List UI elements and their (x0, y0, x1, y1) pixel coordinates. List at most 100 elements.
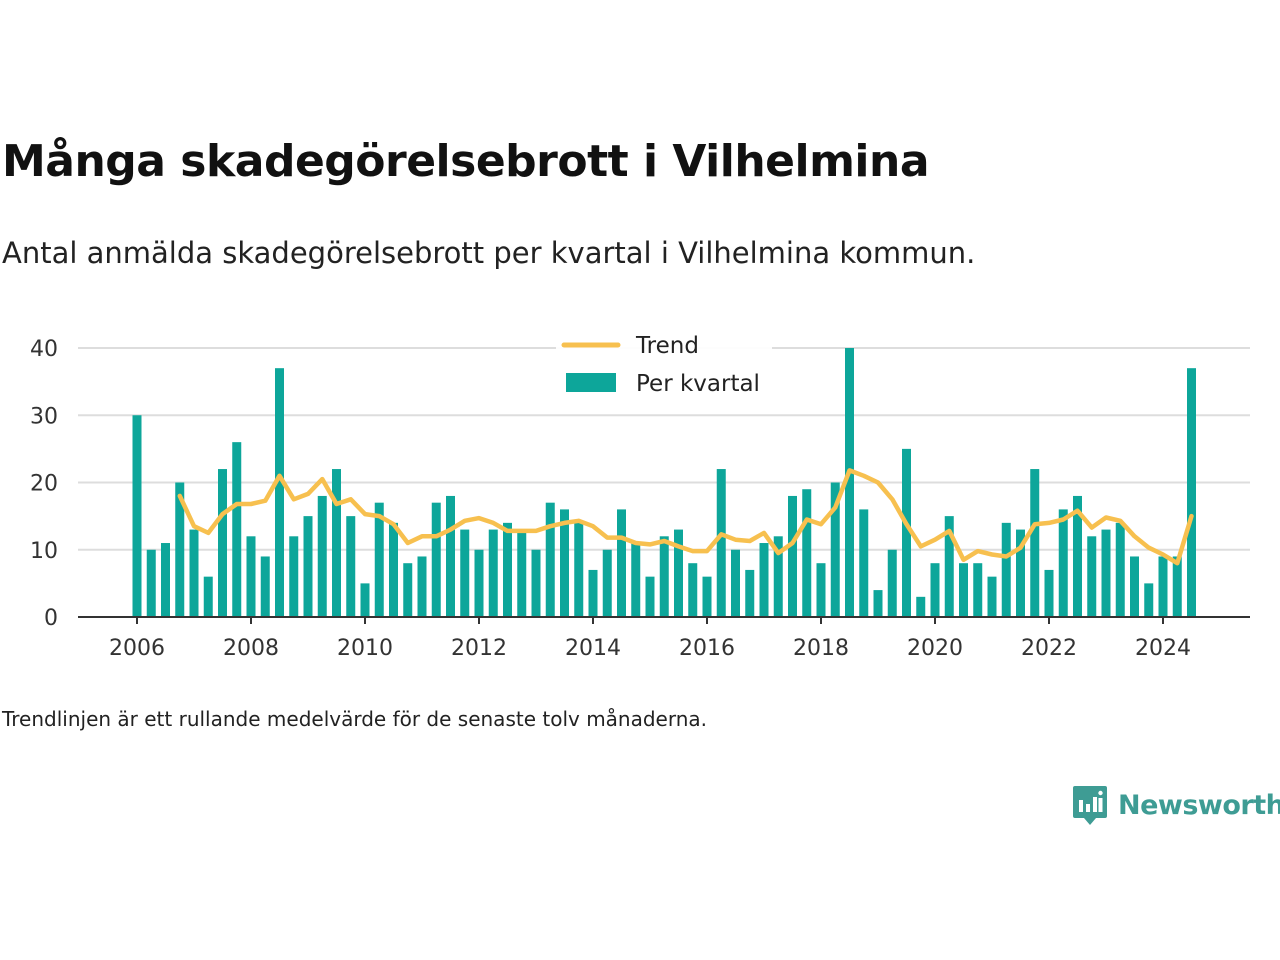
newsworthy-logo-icon (1073, 786, 1107, 825)
bar (474, 549, 484, 617)
bar (146, 549, 156, 617)
bar (246, 536, 256, 617)
brand: Newsworthy (1072, 784, 1280, 826)
bar-series (132, 348, 1196, 617)
y-tick-label: 20 (30, 472, 58, 497)
chart-subtitle: Antal anmälda skadegörelsebrott per kvar… (2, 236, 976, 270)
x-tick-label: 2016 (679, 636, 735, 661)
bar (289, 536, 299, 617)
bar (1087, 536, 1097, 617)
bar (431, 502, 441, 617)
x-tick-label: 2012 (451, 636, 507, 661)
bar (959, 563, 968, 617)
legend: Trend Per kvartal (556, 330, 772, 410)
bar (232, 442, 242, 617)
legend-bar-label: Per kvartal (636, 371, 760, 397)
bar (1158, 556, 1168, 617)
bar (574, 522, 584, 617)
x-tick-label: 2018 (793, 636, 849, 661)
bar (488, 529, 498, 617)
bar (545, 502, 555, 617)
bar (317, 495, 327, 617)
bar (830, 482, 840, 617)
bar (617, 509, 626, 617)
bar (902, 448, 911, 617)
bar (759, 543, 769, 617)
bar (1058, 509, 1068, 617)
bar (802, 489, 812, 617)
bar (560, 509, 569, 617)
bar (716, 469, 726, 617)
bar (631, 543, 641, 617)
bar (161, 543, 170, 617)
bar (688, 563, 698, 617)
y-tick-label: 40 (30, 337, 58, 362)
bar (332, 469, 341, 617)
x-tick-label: 2008 (223, 636, 279, 661)
trend-series (177, 468, 1194, 566)
y-tick-label: 0 (44, 606, 58, 631)
bar (1172, 556, 1182, 617)
bar (773, 536, 783, 617)
bar (403, 563, 413, 617)
x-tick-label: 2024 (1135, 636, 1191, 661)
axes: 0 10 20 30 40 2006 2008 2010 2012 2014 2016 2018 202… (30, 337, 1250, 661)
chart-title: Många skadegörelsebrott i Vilhelmina (2, 136, 930, 187)
bar (303, 516, 313, 617)
bar (503, 522, 512, 617)
y-tick-label: 10 (30, 539, 58, 564)
bar (531, 549, 541, 617)
bar (588, 569, 598, 617)
bar (275, 368, 284, 617)
bar (1016, 529, 1025, 617)
bar (602, 549, 612, 617)
bar (1030, 469, 1040, 617)
bar (887, 549, 897, 617)
bar (374, 502, 384, 617)
bar (645, 576, 655, 617)
bar (987, 576, 997, 617)
bar (346, 516, 356, 617)
bar (845, 348, 854, 617)
bar (460, 529, 470, 617)
bar (1101, 529, 1111, 617)
bar (1044, 569, 1054, 617)
bar (175, 482, 185, 617)
bar (417, 556, 427, 617)
footnote: Trendlinjen är ett rullande medelvärde f… (2, 707, 708, 731)
bar (659, 536, 669, 617)
bar (1001, 522, 1011, 617)
bar (1187, 368, 1196, 617)
bar (973, 563, 983, 617)
bar (1115, 522, 1125, 617)
bar (916, 596, 926, 617)
bar (203, 576, 213, 617)
bar (788, 495, 797, 617)
legend-bar-swatch (566, 373, 616, 392)
bar (745, 569, 755, 617)
bar (674, 529, 683, 617)
brand-name: Newsworthy (1118, 789, 1280, 821)
trend-line (177, 468, 1194, 566)
bar (1073, 495, 1082, 617)
x-tick-label: 2006 (109, 636, 165, 661)
chart-svg: 0 10 20 30 40 2006 2008 2010 2012 2014 2016 2018 202… (30, 330, 1250, 661)
bar (218, 469, 227, 617)
bar (389, 522, 398, 617)
bar (930, 563, 940, 617)
legend-trend-label: Trend (635, 333, 699, 359)
bar (859, 509, 869, 617)
bar (260, 556, 270, 617)
x-tick-label: 2022 (1021, 636, 1077, 661)
bar (816, 563, 826, 617)
bar (731, 549, 740, 617)
bar (944, 516, 954, 617)
bar (132, 415, 142, 617)
bar (517, 529, 527, 617)
x-tick-label: 2020 (907, 636, 963, 661)
bar (702, 576, 712, 617)
bar (1130, 556, 1139, 617)
y-tick-label: 30 (30, 404, 58, 429)
bar (446, 495, 455, 617)
bar (873, 590, 883, 617)
